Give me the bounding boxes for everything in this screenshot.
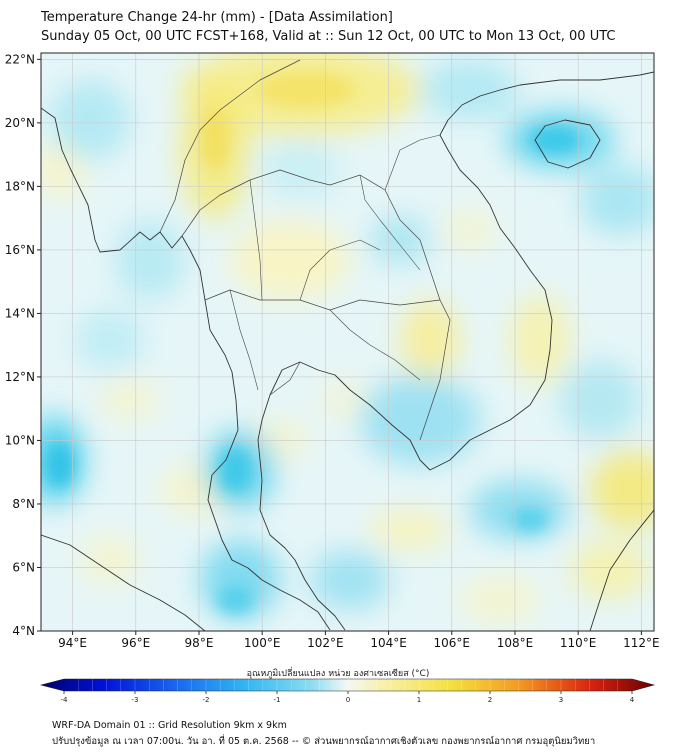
lat-tick-label: 16°N — [5, 243, 35, 257]
latitude-ticks: 22°N 20°N 18°N 16°N 14°N 12°N 10°N 8°N 6°N 4°N — [5, 52, 41, 638]
colorbar-ticks: -4 -3 -2 -1 0 1 2 3 4 — [61, 691, 635, 704]
model-info: WRF-DA Domain 01 :: Grid Resolution 9km … — [52, 720, 287, 731]
colorbar-tick-label: -4 — [61, 696, 69, 704]
colorbar: -4 -3 -2 -1 0 1 2 3 4 — [39, 678, 656, 704]
colorbar-tick-label: 1 — [417, 696, 421, 704]
lat-tick-label: 14°N — [5, 306, 35, 320]
plot-frame — [40, 52, 655, 632]
lat-tick-label: 10°N — [5, 433, 35, 447]
update-credit: ปรับปรุงข้อมูล ณ เวลา 07:00น. วัน อา. ที… — [52, 736, 596, 747]
lat-tick-label: 22°N — [5, 52, 35, 66]
lat-tick-label: 8°N — [12, 497, 35, 511]
colorbar-tick-label: 4 — [630, 696, 635, 704]
lon-tick-label: 96°E — [121, 636, 150, 650]
graticule — [41, 53, 654, 631]
lon-tick-label: 94°E — [58, 636, 87, 650]
lon-tick-label: 98°E — [185, 636, 214, 650]
map-title: Temperature Change 24-hr (mm) - [Data As… — [41, 10, 393, 25]
colorbar-title: อุณหภูมิเปลี่ยนแปลง หน่วย องศาเซลเซียส (… — [246, 669, 430, 679]
colorbar-tick-label: 0 — [346, 696, 350, 704]
coastlines — [41, 59, 654, 631]
lat-tick-label: 18°N — [5, 179, 35, 193]
colorbar-tick-label: 3 — [559, 696, 563, 704]
map-subtitle: Sunday 05 Oct, 00 UTC FCST+168, Valid at… — [41, 29, 616, 44]
colorbar-bar — [39, 678, 656, 692]
lat-tick-label: 4°N — [12, 624, 35, 638]
colorbar-tick-label: -2 — [203, 696, 210, 704]
colorbar-tick-label: -1 — [274, 696, 281, 704]
colorbar-tick-label: 2 — [488, 696, 492, 704]
lon-tick-label: 108°E — [497, 636, 534, 650]
longitude-ticks: 94°E 96°E 98°E 100°E 102°E 104°E 106°E 108°E 110… — [58, 631, 660, 650]
lon-tick-label: 110°E — [560, 636, 597, 650]
lat-tick-label: 12°N — [5, 370, 35, 384]
lon-tick-label: 106°E — [434, 636, 471, 650]
lon-tick-label: 100°E — [244, 636, 281, 650]
colorbar-tick-label: -3 — [132, 696, 139, 704]
lon-tick-label: 104°E — [370, 636, 407, 650]
lon-tick-label: 112°E — [623, 636, 660, 650]
lat-tick-label: 6°N — [12, 560, 35, 574]
field-layer — [41, 53, 654, 631]
colorbar-segments — [77, 679, 618, 691]
lon-tick-label: 102°E — [307, 636, 344, 650]
lat-tick-label: 20°N — [5, 116, 35, 130]
